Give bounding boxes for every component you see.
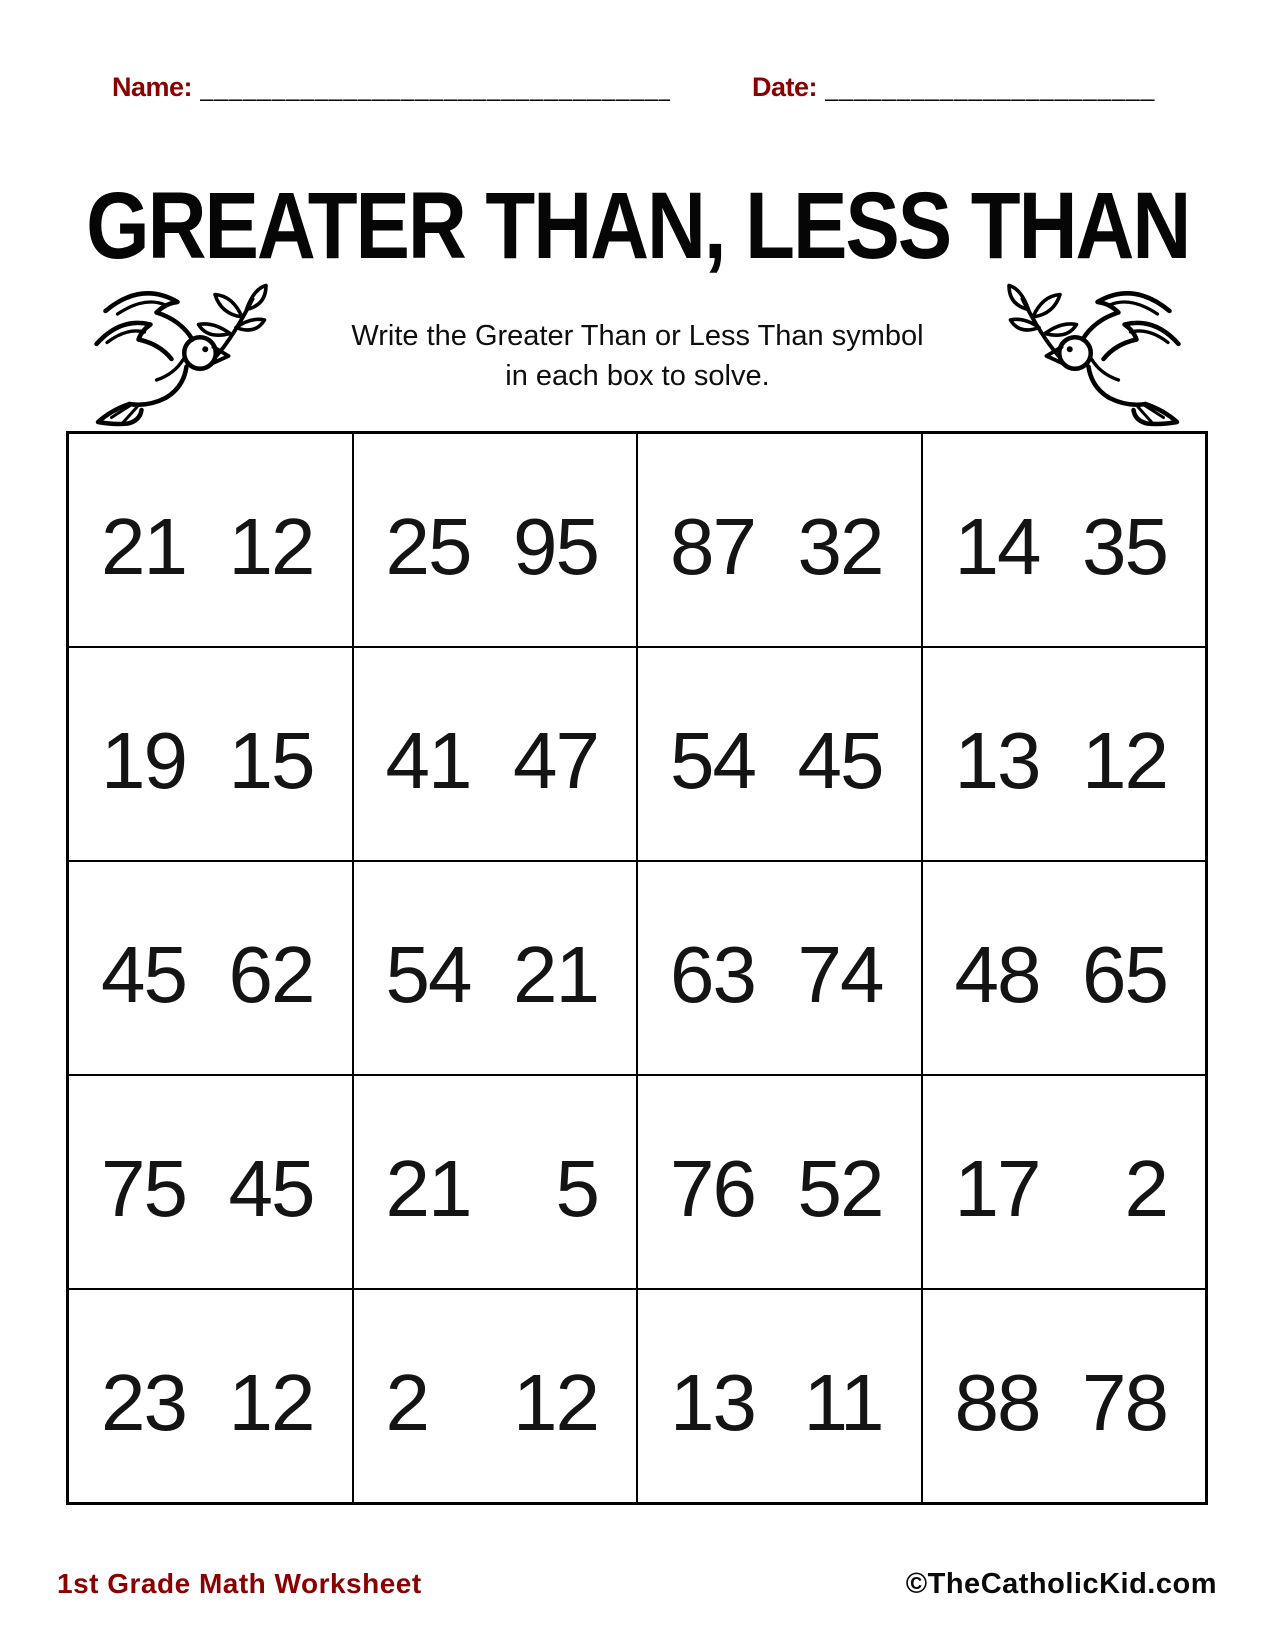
grid-cell: 21 12 xyxy=(68,433,353,647)
right-number: 2 xyxy=(1124,1144,1169,1233)
grid-cell: 54 45 xyxy=(637,647,922,861)
grid-cell: 14 35 xyxy=(921,433,1206,647)
grid-cell: 63 74 xyxy=(637,861,922,1075)
grid-cell: 23 12 xyxy=(68,1289,353,1503)
grid-cell: 88 78 xyxy=(921,1289,1206,1503)
left-number: 48 xyxy=(954,930,1042,1019)
right-number: 11 xyxy=(803,1358,884,1447)
right-number: 12 xyxy=(513,1358,600,1447)
right-number: 12 xyxy=(228,502,316,591)
right-number: 32 xyxy=(797,502,885,591)
right-number: 52 xyxy=(797,1144,885,1233)
grid-cell: 21 5 xyxy=(352,1075,637,1289)
date-field: Date: ________________________ xyxy=(752,72,1155,103)
right-number: 21 xyxy=(513,930,600,1019)
worksheet-header: Name: __________________________________… xyxy=(112,72,1155,103)
dove-with-olive-branch-icon xyxy=(85,278,270,428)
left-number: 54 xyxy=(670,716,757,805)
date-label: Date: xyxy=(751,72,818,102)
grid-cell: 13 12 xyxy=(921,647,1206,861)
right-number: 45 xyxy=(228,1144,316,1233)
grid-cell: 2 12 xyxy=(352,1289,637,1503)
left-number: 13 xyxy=(954,716,1042,805)
name-blank-line: ___________________________________ xyxy=(200,75,671,102)
right-number: 45 xyxy=(797,716,885,805)
left-number: 63 xyxy=(670,930,757,1019)
left-number: 17 xyxy=(954,1144,1042,1233)
grid-cell: 87 32 xyxy=(637,433,922,647)
page-title-text: GREATER THAN, LESS THAN xyxy=(85,173,1191,279)
instruction-section: Write the Greater Than or Less Than symb… xyxy=(85,278,1190,428)
right-number: 12 xyxy=(228,1358,316,1447)
worksheet-footer: 1st Grade Math Worksheet ©TheCatholicKid… xyxy=(57,1568,1217,1601)
left-number: 25 xyxy=(385,502,473,591)
left-number: 21 xyxy=(385,1144,473,1233)
grid-cell: 75 45 xyxy=(68,1075,353,1289)
right-number: 65 xyxy=(1082,930,1169,1019)
instructions-line1: Write the Greater Than or Less Than symb… xyxy=(351,319,924,352)
grid-cell: 41 47 xyxy=(352,647,637,861)
right-number: 35 xyxy=(1082,502,1169,591)
instructions-text: Write the Greater Than or Less Than symb… xyxy=(270,316,1005,396)
dove-with-olive-branch-icon-mirrored xyxy=(1005,278,1190,428)
left-number: 2 xyxy=(385,1358,430,1447)
right-number: 74 xyxy=(797,930,885,1019)
left-number: 87 xyxy=(670,502,757,591)
name-label: Name: xyxy=(112,72,193,102)
right-number: 95 xyxy=(513,502,600,591)
instructions-line2: in each box to solve. xyxy=(505,360,770,392)
right-number: 15 xyxy=(228,716,316,805)
right-number: 5 xyxy=(555,1144,600,1233)
left-number: 75 xyxy=(101,1144,188,1233)
grid-cell: 17 2 xyxy=(921,1075,1206,1289)
left-number: 14 xyxy=(954,502,1042,591)
grid-cell: 54 21 xyxy=(352,861,637,1075)
grid-cell: 48 65 xyxy=(921,861,1206,1075)
left-number: 19 xyxy=(101,716,188,805)
footer-grade-label: 1st Grade Math Worksheet xyxy=(57,1568,422,1599)
left-number: 21 xyxy=(101,502,188,591)
grid-cell: 19 15 xyxy=(68,647,353,861)
date-blank-line: ________________________ xyxy=(825,75,1155,102)
left-number: 76 xyxy=(670,1144,757,1233)
grid-cell: 25 95 xyxy=(352,433,637,647)
left-number: 54 xyxy=(385,930,473,1019)
left-number: 41 xyxy=(385,716,473,805)
name-field: Name: __________________________________… xyxy=(112,72,670,103)
left-number: 45 xyxy=(101,930,188,1019)
footer-copyright: ©TheCatholicKid.com xyxy=(905,1568,1217,1600)
right-number: 78 xyxy=(1082,1358,1169,1447)
grid-cell: 76 52 xyxy=(637,1075,922,1289)
right-number: 47 xyxy=(513,716,600,805)
grid-cell: 45 62 xyxy=(68,861,353,1075)
worksheet-grid: 21 12 25 95 87 32 14 35 19 15 41 47 54 45 13 12 45 62 54 21… xyxy=(66,431,1208,1505)
left-number: 88 xyxy=(954,1358,1042,1447)
right-number: 12 xyxy=(1082,716,1169,805)
left-number: 23 xyxy=(101,1358,188,1447)
page-title: GREATER THAN, LESS THAN xyxy=(0,172,1275,278)
left-number: 13 xyxy=(670,1358,757,1447)
grid-cell: 13 11 xyxy=(637,1289,922,1503)
right-number: 62 xyxy=(228,930,316,1019)
